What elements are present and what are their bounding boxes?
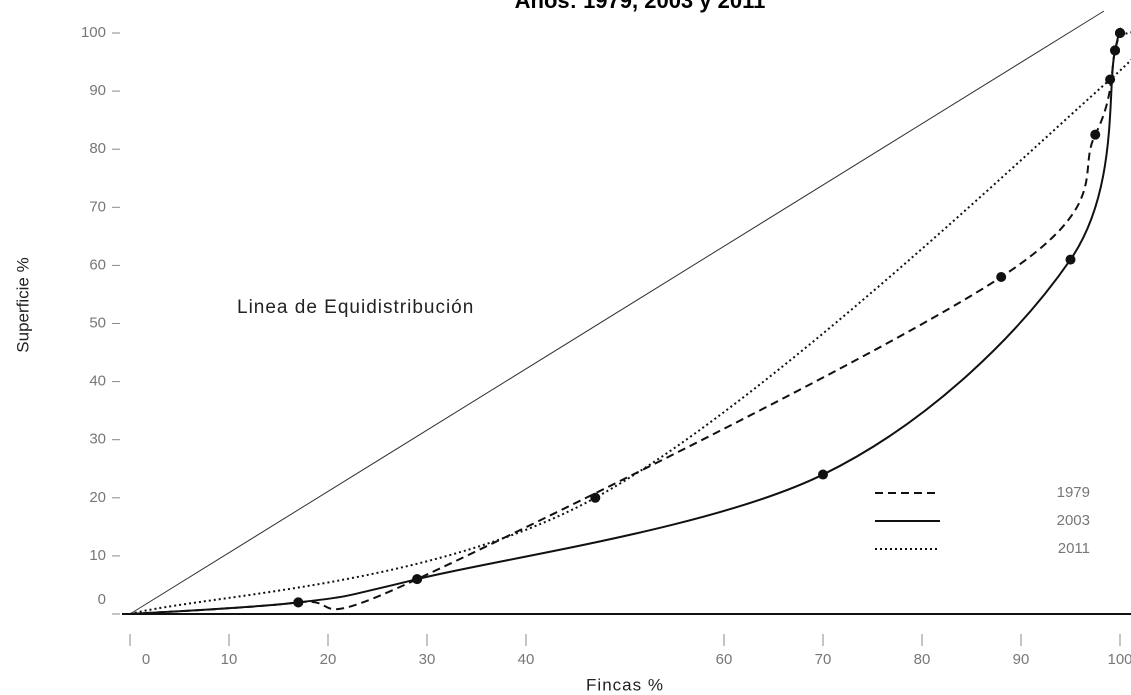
y-tick-label: 50 <box>89 314 106 331</box>
y-tick-label: 80 <box>89 140 106 157</box>
line <box>129 27 1122 615</box>
legend-label: 2011 <box>1058 540 1090 557</box>
x-tick-label: 20 <box>320 651 337 668</box>
x-tick-label: 70 <box>815 651 832 668</box>
legend-label: 2003 <box>1057 512 1090 529</box>
annotation: Linea de Equidistribución <box>237 297 474 318</box>
equality-line <box>129 10 1105 615</box>
point <box>1090 129 1101 140</box>
y-tick-label: 90 <box>89 82 106 99</box>
x-tick-label: 30 <box>419 651 436 668</box>
point <box>818 469 828 480</box>
chart-title: Años: 1979, 2003 y 2011 <box>515 0 766 13</box>
y-tick-label: 40 <box>89 373 106 390</box>
point <box>1115 28 1125 38</box>
x-tick-label: 100 <box>1107 651 1131 668</box>
y-tick-label: 100 <box>81 24 106 41</box>
y-tick-label: 30 <box>89 431 106 448</box>
legend-label: 1979 <box>1057 484 1090 501</box>
point <box>590 492 601 503</box>
y-tick-label: 20 <box>89 489 106 506</box>
x-tick-label: 90 <box>1013 651 1030 668</box>
point <box>1110 45 1121 56</box>
point <box>293 597 304 608</box>
x-tick-label: 0 <box>142 651 150 668</box>
point <box>412 574 423 585</box>
y-tick-label: 10 <box>89 547 106 564</box>
point <box>1065 254 1076 265</box>
x-tick-label: 60 <box>716 651 733 668</box>
x-tick-label: 10 <box>221 651 238 668</box>
y-tick-label: 70 <box>89 198 106 215</box>
line <box>129 31 1131 615</box>
x-tick-label: 40 <box>518 651 535 668</box>
x-tick-label: 80 <box>914 651 931 668</box>
point <box>1105 74 1116 85</box>
y-axis-label: Superficie % <box>13 257 32 352</box>
y-tick-label: 0 <box>98 591 106 608</box>
y-tick-label: 60 <box>89 256 106 273</box>
line <box>129 32 1121 615</box>
x-axis-label: Fincas % <box>586 675 664 694</box>
point <box>996 272 1007 283</box>
